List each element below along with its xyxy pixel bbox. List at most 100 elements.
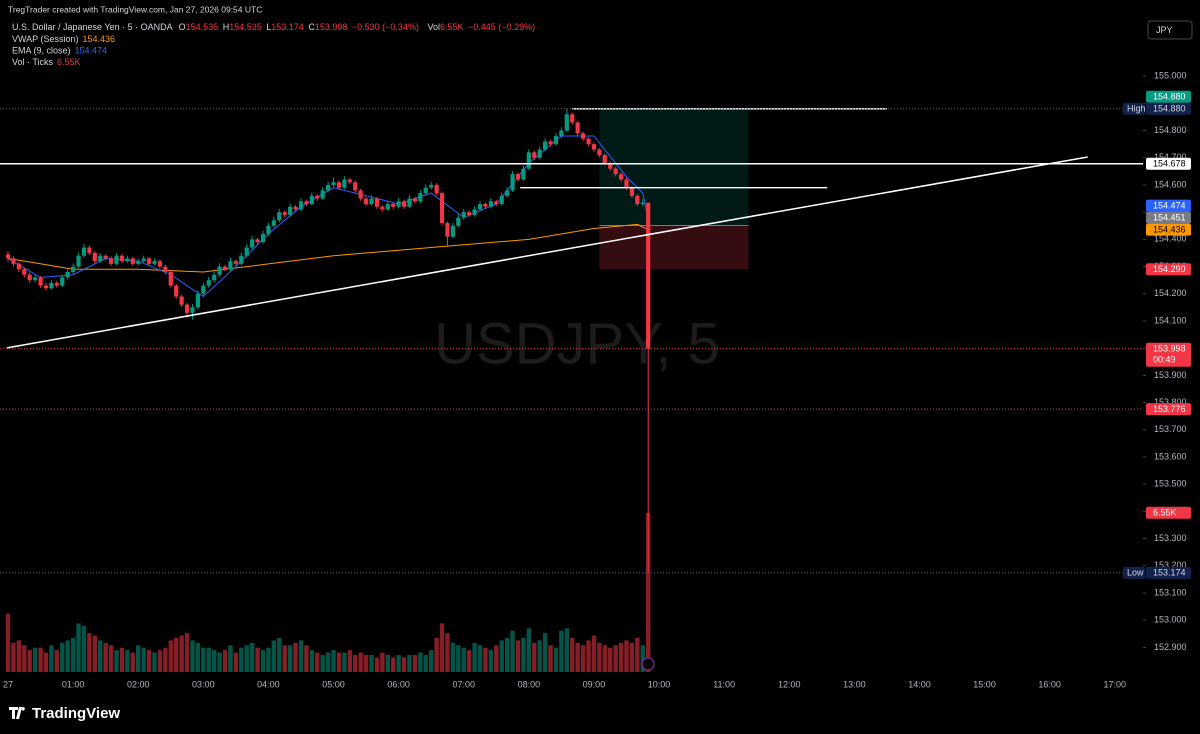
legend-name: VWAP (Session)	[12, 34, 79, 44]
currency-button[interactable]	[1147, 20, 1193, 40]
ohlc-key: L	[266, 22, 271, 32]
volume-bar	[559, 630, 564, 672]
volume-bar	[472, 642, 477, 672]
volume-bar	[374, 657, 380, 672]
marks: 154.880 154.880 High 154.678 154.474 154.451 1…	[0, 90, 1191, 672]
candle-body	[179, 296, 184, 305]
y-tick-label: 152.900	[1154, 642, 1187, 652]
symbol: U.S. Dollar / Japanese Yen · 5 · OANDA	[12, 22, 173, 32]
volume-bar	[358, 652, 363, 672]
x-tick-label: 27	[3, 679, 13, 689]
x-tick-label: 06:00	[387, 679, 410, 689]
candle-body	[114, 255, 119, 264]
volume-bar	[32, 647, 38, 672]
volume-bar	[282, 645, 287, 672]
price-badge-label: 154.880	[1153, 104, 1186, 114]
candle-body	[336, 182, 342, 188]
legend: VWAP (Session) 154.436 EMA (9, close) 154.4…	[12, 34, 115, 67]
candle-body	[244, 247, 249, 256]
volume-bar	[114, 650, 119, 672]
candle-body	[597, 149, 602, 156]
volume-bar	[293, 642, 298, 672]
candle-body	[195, 293, 200, 308]
volume-bar	[152, 652, 157, 672]
ohlc-key: C	[308, 22, 315, 32]
volume-bar	[271, 640, 277, 672]
y-tick-label: 154.800	[1154, 125, 1187, 135]
volume-bar	[211, 650, 217, 672]
symbol-header: U.S. Dollar / Japanese Yen · 5 · OANDA O…	[12, 22, 535, 32]
volume-bar	[277, 637, 282, 672]
vol-value: 6.55K	[440, 22, 464, 32]
volume-bar	[244, 645, 249, 672]
ohlc-value: 153.998	[315, 22, 348, 32]
event-marker[interactable]	[641, 657, 655, 671]
currency[interactable]: JPY	[1156, 25, 1173, 35]
volume-bar	[564, 628, 570, 672]
volume-bar	[363, 654, 369, 672]
ohlc-value: 153.174	[271, 22, 304, 32]
volume-bar	[510, 630, 515, 672]
candle-body	[108, 258, 114, 264]
candle-body	[488, 201, 493, 207]
volume-bar	[369, 654, 374, 672]
candle-body	[326, 184, 331, 191]
candle-body	[401, 201, 407, 207]
candle-body	[602, 155, 607, 164]
volume-bar	[119, 647, 125, 672]
candle-body	[125, 258, 130, 262]
candle-body	[250, 239, 255, 248]
candle-body	[184, 304, 190, 313]
volume-bar	[195, 642, 201, 672]
vol-change: −0.445 (−0.29%)	[468, 22, 535, 32]
volume-bar	[521, 637, 526, 672]
y-tick-label: 154.400	[1154, 234, 1187, 244]
candle-body	[315, 195, 320, 199]
volume-bar	[412, 654, 418, 672]
candle-body	[412, 198, 418, 202]
y-tick-label: 153.800	[1154, 397, 1187, 407]
volume-bar	[456, 645, 461, 672]
x-tick-label: 13:00	[843, 679, 866, 689]
volume-bar	[60, 642, 65, 672]
y-tick-label: 154.700	[1154, 152, 1187, 162]
volume-bar	[233, 652, 239, 672]
volume-bar	[136, 645, 141, 672]
volume-bar	[580, 645, 586, 672]
y-tick-label: 154.100	[1154, 315, 1187, 325]
volume-bar	[640, 645, 645, 672]
x-tick-label: 04:00	[257, 679, 280, 689]
candle-body	[38, 277, 43, 286]
candle-body	[304, 201, 309, 205]
volume-bar	[537, 640, 542, 672]
candle-body	[396, 201, 401, 207]
legend-value: 6.55K	[57, 57, 81, 67]
candle-body	[423, 187, 428, 194]
price-badge	[1146, 403, 1191, 416]
ohlc-key: H	[223, 22, 230, 32]
volume-bar	[179, 635, 184, 672]
volume-bar	[239, 647, 244, 672]
candle-body	[260, 233, 266, 243]
x-tick-label: 07:00	[452, 679, 475, 689]
volume-bar	[353, 654, 358, 672]
candle-body	[363, 198, 369, 205]
candle-body	[33, 277, 38, 281]
y-tick-label: 153.300	[1154, 533, 1187, 543]
y-tick-label: 153.600	[1154, 451, 1187, 461]
volume-bar	[5, 613, 11, 672]
candle-body	[277, 212, 282, 221]
x-tick-label: 08:00	[518, 679, 541, 689]
candle-body	[217, 266, 222, 275]
volume-bar	[629, 642, 635, 672]
candle-body	[553, 136, 559, 145]
volume-bar	[287, 645, 293, 672]
volume-bar	[27, 650, 32, 672]
candle-body	[309, 195, 314, 205]
candle-body	[228, 261, 233, 270]
x-tick-label: 12:00	[778, 679, 801, 689]
volume-bar	[624, 640, 629, 672]
candle-body	[467, 212, 472, 215]
